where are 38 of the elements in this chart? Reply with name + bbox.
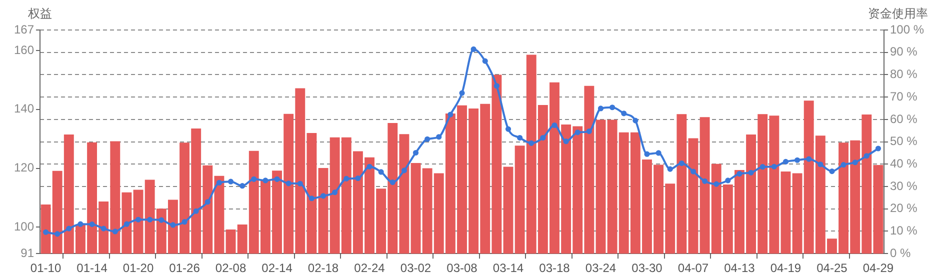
y2-tick-label: 20 % <box>890 201 918 216</box>
x-tick-label: 01-26 <box>169 261 200 276</box>
x-tick-label: 04-29 <box>862 261 894 276</box>
x-tick-label: 04-07 <box>678 261 709 276</box>
x-tick-label: 03-24 <box>585 261 616 276</box>
x-tick-label: 04-13 <box>724 261 756 276</box>
x-tick-label: 01-10 <box>30 261 62 276</box>
y2-tick-label: 80 % <box>890 67 918 82</box>
y2-tick-label: 90 % <box>890 44 918 59</box>
y-tick-label: 120 <box>14 160 34 175</box>
y-tick-label: 140 <box>14 102 34 116</box>
x-tick-label: 04-19 <box>770 261 802 276</box>
x-tick-label: 02-14 <box>262 261 293 276</box>
y-tick-label: 160 <box>14 42 34 57</box>
y2-tick-label: 0 % <box>890 246 912 260</box>
x-tick-label: 01-20 <box>122 261 154 276</box>
x-tick-label: 03-02 <box>400 261 432 276</box>
x-tick-label: 03-14 <box>492 261 524 276</box>
y2-tick-label: 10 % <box>890 224 918 238</box>
y2-tick-label: 70 % <box>890 89 918 104</box>
y-tick-label: 91 <box>20 246 34 260</box>
x-tick-label: 02-18 <box>308 261 339 276</box>
x-tick-label: 02-08 <box>215 261 246 276</box>
y2-tick-label: 50 % <box>890 134 918 148</box>
y2-tick-label: 30 % <box>890 178 918 193</box>
y2-tick-label: 100 % <box>890 22 924 36</box>
x-tick-label: 04-25 <box>816 261 848 276</box>
y-tick-label: 100 <box>14 219 34 234</box>
x-tick-label: 03-18 <box>539 261 570 276</box>
y2-tick-label: 40 % <box>890 156 918 170</box>
x-tick-label: 02-24 <box>354 261 386 276</box>
y2-tick-label: 60 % <box>890 112 918 126</box>
y-axis-title: 权益 <box>27 6 52 20</box>
y-tick-label: 167 <box>14 22 34 36</box>
x-tick-label: 03-08 <box>446 261 478 276</box>
x-tick-label: 03-30 <box>632 261 663 276</box>
x-tick-label: 01-14 <box>76 261 108 276</box>
y2-axis-title: 资金使用率 <box>868 6 928 20</box>
